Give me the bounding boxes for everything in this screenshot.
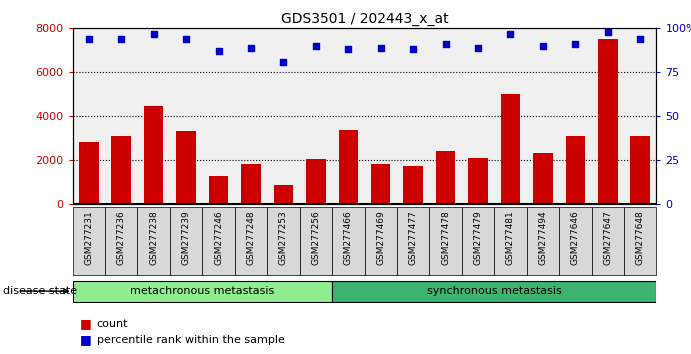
Bar <box>559 206 591 275</box>
Point <box>278 59 289 64</box>
Text: GSM277477: GSM277477 <box>408 211 417 266</box>
Text: GSM277466: GSM277466 <box>344 211 353 266</box>
Bar <box>591 206 624 275</box>
Text: GSM277246: GSM277246 <box>214 211 223 265</box>
Bar <box>138 206 170 275</box>
Bar <box>598 39 618 204</box>
Text: GSM277248: GSM277248 <box>247 211 256 265</box>
Bar <box>209 176 228 204</box>
Bar <box>364 206 397 275</box>
Point <box>245 45 256 50</box>
Bar <box>73 281 332 302</box>
Point <box>635 36 646 42</box>
Point <box>375 45 386 50</box>
Text: GSM277256: GSM277256 <box>312 211 321 266</box>
Bar <box>501 94 520 204</box>
Point <box>180 36 191 42</box>
Text: GSM277469: GSM277469 <box>376 211 385 266</box>
Point <box>83 36 94 42</box>
Point <box>115 36 126 42</box>
Point <box>213 48 224 54</box>
Text: GSM277239: GSM277239 <box>182 211 191 266</box>
Text: percentile rank within the sample: percentile rank within the sample <box>97 335 285 345</box>
Bar <box>332 281 656 302</box>
Bar <box>144 106 163 204</box>
Text: metachronous metastasis: metachronous metastasis <box>130 286 274 296</box>
Bar <box>371 164 390 204</box>
Text: GSM277648: GSM277648 <box>636 211 645 266</box>
Text: ■: ■ <box>79 333 91 346</box>
Point <box>408 46 419 52</box>
Bar <box>300 206 332 275</box>
Bar <box>170 206 202 275</box>
Point <box>310 43 321 49</box>
Text: synchronous metastasis: synchronous metastasis <box>427 286 562 296</box>
Text: GSM277479: GSM277479 <box>473 211 482 266</box>
Point <box>505 31 516 36</box>
Bar <box>462 206 494 275</box>
Text: disease state: disease state <box>3 286 77 296</box>
Point <box>603 29 614 35</box>
Bar <box>73 206 105 275</box>
Text: GSM277238: GSM277238 <box>149 211 158 266</box>
Bar <box>306 159 325 204</box>
Text: GSM277494: GSM277494 <box>538 211 547 265</box>
Bar <box>339 130 358 204</box>
Bar <box>527 206 559 275</box>
Bar <box>494 206 527 275</box>
Bar <box>566 136 585 204</box>
Bar <box>79 142 99 204</box>
Text: GSM277481: GSM277481 <box>506 211 515 266</box>
Text: ■: ■ <box>79 318 91 330</box>
Point <box>440 41 451 47</box>
Bar <box>429 206 462 275</box>
Text: GSM277646: GSM277646 <box>571 211 580 266</box>
Bar <box>274 185 293 204</box>
Point <box>473 45 484 50</box>
Bar <box>267 206 300 275</box>
Point <box>148 31 159 36</box>
Bar <box>332 206 365 275</box>
Point <box>570 41 581 47</box>
Text: GSM277236: GSM277236 <box>117 211 126 266</box>
Text: GSM277647: GSM277647 <box>603 211 612 266</box>
Bar <box>105 206 138 275</box>
Title: GDS3501 / 202443_x_at: GDS3501 / 202443_x_at <box>281 12 448 26</box>
Bar <box>404 166 423 204</box>
Text: GSM277231: GSM277231 <box>84 211 93 266</box>
Bar <box>533 153 553 204</box>
Bar <box>468 158 488 204</box>
Point <box>538 43 549 49</box>
Bar <box>436 151 455 204</box>
Bar <box>241 164 261 204</box>
Text: GSM277253: GSM277253 <box>279 211 288 266</box>
Bar <box>111 136 131 204</box>
Point <box>343 46 354 52</box>
Bar <box>202 206 235 275</box>
Bar <box>235 206 267 275</box>
Bar <box>397 206 429 275</box>
Text: count: count <box>97 319 129 329</box>
Bar <box>630 136 650 204</box>
Bar <box>624 206 656 275</box>
Bar <box>176 131 196 204</box>
Text: GSM277478: GSM277478 <box>441 211 450 266</box>
